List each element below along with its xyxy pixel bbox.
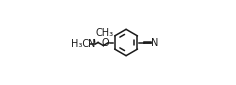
Text: O: O	[102, 37, 109, 48]
Text: CH₃: CH₃	[95, 28, 114, 38]
Text: N: N	[151, 37, 158, 48]
Text: N: N	[88, 39, 95, 49]
Text: H₃C: H₃C	[71, 39, 89, 49]
